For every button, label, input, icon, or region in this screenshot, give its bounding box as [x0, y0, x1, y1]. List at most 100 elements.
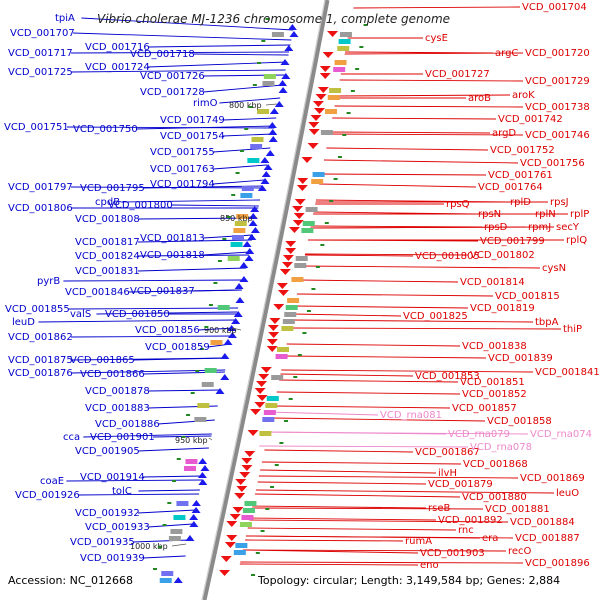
right-gene-label[interactable]: VCD_001738 — [525, 102, 590, 113]
right-gene-label[interactable]: VCD_001896 — [525, 558, 590, 569]
left-gene-label[interactable]: VCD_001728 — [140, 87, 205, 98]
right-gene-label[interactable]: VCD_001704 — [522, 2, 587, 13]
right-gene-label[interactable]: argC — [495, 48, 518, 59]
right-gene-label[interactable]: VCD_001887 — [515, 533, 580, 544]
left-gene-label[interactable]: VCD_001883 — [85, 403, 150, 414]
left-gene-label[interactable]: VCD_001755 — [150, 147, 215, 158]
right-gene-label[interactable]: VCD_001838 — [462, 341, 527, 352]
right-gene-label[interactable]: recO — [508, 546, 532, 557]
left-gene-label[interactable]: VCD_001763 — [150, 164, 215, 175]
left-gene-label[interactable]: VCD_001717 — [8, 48, 73, 59]
left-gene-label[interactable]: VCD_001875 — [8, 355, 73, 366]
left-gene-label[interactable]: VCD_001718 — [130, 49, 195, 60]
right-gene-label[interactable]: rumA — [405, 536, 432, 547]
left-gene-label[interactable]: VCD_001926 — [15, 490, 80, 501]
right-gene-label[interactable]: VCD_001746 — [525, 130, 590, 141]
right-gene-label[interactable]: VCD_001819 — [470, 303, 535, 314]
left-gene-label[interactable]: VCD_001855 — [5, 304, 70, 315]
left-gene-label[interactable]: VCD_001865 — [70, 355, 135, 366]
right-gene-label[interactable]: era — [482, 533, 498, 544]
left-gene-label[interactable]: cca — [63, 432, 80, 443]
left-gene-label[interactable]: tolC — [112, 486, 132, 497]
left-gene-label[interactable]: VCD_001794 — [150, 179, 215, 190]
right-gene-label[interactable]: VCD_001802 — [470, 250, 535, 261]
right-gene-label[interactable]: aroK — [512, 90, 535, 101]
left-gene-label[interactable]: VCD_001707 — [10, 28, 75, 39]
right-gene-label[interactable]: VCD_001853 — [415, 371, 480, 382]
rna-label[interactable]: VCD_rna078 — [470, 442, 532, 453]
right-gene-label[interactable]: VCD_001857 — [452, 403, 517, 414]
right-gene-label[interactable]: VCD_001879 — [428, 479, 493, 490]
right-gene-label[interactable]: VCD_001852 — [462, 389, 527, 400]
right-gene-label[interactable]: aroB — [468, 93, 491, 104]
right-gene-label[interactable]: rplP — [570, 209, 589, 220]
left-gene-label[interactable]: VCD_001914 — [80, 472, 145, 483]
left-gene-label[interactable]: VCD_001846 — [65, 287, 130, 298]
rna-label[interactable]: VCD_rna079 — [448, 429, 510, 440]
left-gene-label[interactable]: coaE — [40, 476, 64, 487]
right-gene-label[interactable]: leuO — [556, 488, 579, 499]
left-gene-label[interactable]: VCD_001817 — [75, 237, 140, 248]
right-gene-label[interactable]: thiP — [563, 324, 582, 335]
left-gene-label[interactable]: VCD_001750 — [73, 124, 138, 135]
left-gene-label[interactable]: VCD_001850 — [105, 309, 170, 320]
left-gene-label[interactable]: VCD_001866 — [80, 369, 145, 380]
left-gene-label[interactable]: tpiA — [55, 13, 75, 24]
left-gene-label[interactable]: VCD_001935 — [70, 537, 135, 548]
right-gene-label[interactable]: rplQ — [566, 235, 587, 246]
left-gene-label[interactable]: VCD_001726 — [140, 71, 205, 82]
left-gene-label[interactable]: VCD_001797 — [8, 182, 73, 193]
right-gene-label[interactable]: rpsQ — [446, 199, 470, 210]
right-gene-label[interactable]: VCD_001880 — [462, 492, 527, 503]
left-gene-label[interactable]: VCD_001862 — [8, 332, 73, 343]
left-gene-label[interactable]: VCD_001824 — [75, 251, 140, 262]
left-gene-label[interactable]: VCD_001808 — [75, 214, 140, 225]
rna-label[interactable]: VCD_rna081 — [380, 410, 442, 421]
right-gene-label[interactable]: cysE — [425, 33, 448, 44]
left-gene-label[interactable]: VCD_001933 — [85, 522, 150, 533]
right-gene-label[interactable]: VCD_001867 — [415, 447, 480, 458]
right-gene-label[interactable]: VCD_001752 — [490, 145, 555, 156]
left-gene-label[interactable]: VCD_001901 — [90, 432, 155, 443]
right-gene-label[interactable]: VCD_001892 — [438, 515, 503, 526]
right-gene-label[interactable]: VCD_001764 — [478, 182, 543, 193]
right-gene-label[interactable]: VCD_001841 — [535, 367, 600, 378]
right-gene-label[interactable]: VCD_001884 — [510, 517, 575, 528]
left-gene-label[interactable]: VCD_001831 — [75, 266, 140, 277]
right-gene-label[interactable]: rpsD — [484, 222, 508, 233]
right-gene-label[interactable]: VCD_001756 — [520, 158, 585, 169]
right-gene-label[interactable]: rseB — [428, 503, 450, 514]
left-gene-label[interactable]: leuD — [12, 317, 35, 328]
right-gene-label[interactable]: secY — [556, 222, 580, 233]
rna-label[interactable]: VCD_rna074 — [530, 429, 592, 440]
right-gene-label[interactable]: VCD_001814 — [460, 277, 525, 288]
right-gene-label[interactable]: VCD_001868 — [463, 459, 528, 470]
right-gene-label[interactable]: eno — [420, 560, 439, 571]
right-gene-label[interactable]: rplN — [535, 209, 556, 220]
right-gene-label[interactable]: VCD_001761 — [488, 170, 553, 181]
left-gene-label[interactable]: VCD_001754 — [160, 131, 225, 142]
left-gene-label[interactable]: VCD_001859 — [145, 342, 210, 353]
left-gene-label[interactable]: VCD_001837 — [130, 286, 195, 297]
left-gene-label[interactable]: VCD_001932 — [75, 508, 140, 519]
right-gene-label[interactable]: VCD_001858 — [487, 416, 552, 427]
left-gene-label[interactable]: VCD_001795 — [80, 183, 145, 194]
right-gene-label[interactable]: VCD_001839 — [488, 353, 553, 364]
right-gene-label[interactable]: cysN — [542, 263, 566, 274]
left-gene-label[interactable]: VCD_001878 — [85, 386, 150, 397]
right-gene-label[interactable]: argD — [492, 128, 516, 139]
right-gene-label[interactable]: rpsN — [478, 209, 501, 220]
right-gene-label[interactable]: VCD_001742 — [498, 114, 563, 125]
right-gene-label[interactable]: VCD_001851 — [460, 377, 525, 388]
right-gene-label[interactable]: ilvH — [438, 468, 457, 479]
left-gene-label[interactable]: valS — [70, 309, 91, 320]
left-gene-label[interactable]: rimO — [193, 98, 218, 109]
right-gene-label[interactable]: VCD_001799 — [480, 236, 545, 247]
left-gene-label[interactable]: VCD_001939 — [80, 553, 145, 564]
right-gene-label[interactable]: VCD_001881 — [485, 504, 550, 515]
left-gene-label[interactable]: VCD_001905 — [75, 446, 140, 457]
left-gene-label[interactable]: VCD_001749 — [160, 115, 225, 126]
right-gene-label[interactable]: VCD_001869 — [520, 473, 585, 484]
left-gene-label[interactable]: VCD_001856 — [135, 325, 200, 336]
left-gene-label[interactable]: VCD_001813 — [140, 233, 205, 244]
